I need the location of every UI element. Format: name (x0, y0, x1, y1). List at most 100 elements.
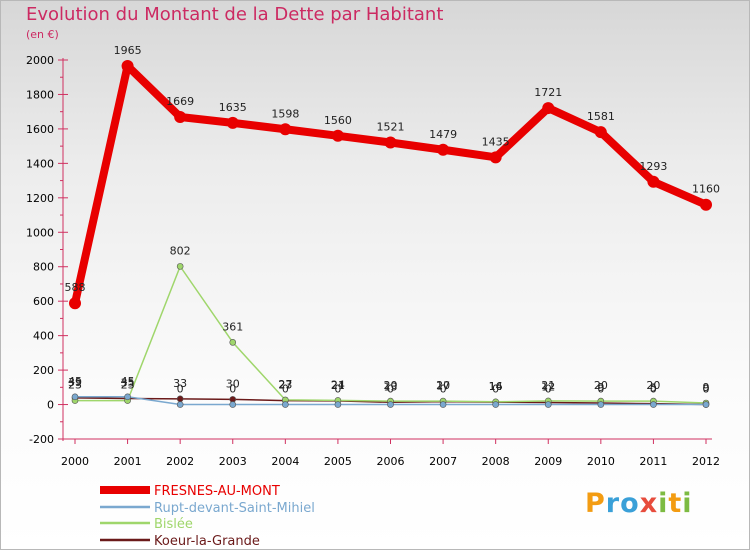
data-point (176, 263, 184, 270)
data-label: 35 (121, 377, 135, 390)
chart-subtitle: (en €) (26, 28, 59, 41)
x-tick-label: 2007 (429, 455, 457, 468)
x-tick-label: 2009 (534, 455, 562, 468)
data-label: 0 (177, 383, 184, 396)
data-label: 17 (436, 380, 450, 393)
data-label: 1160 (692, 183, 720, 196)
data-label: 0 (282, 383, 289, 396)
data-label: 14 (489, 380, 503, 393)
data-label: 21 (541, 379, 555, 392)
data-label: 802 (170, 244, 191, 257)
data-label: 0 (387, 383, 394, 396)
x-tick-label: 2010 (587, 455, 615, 468)
data-point (226, 116, 239, 129)
data-label: 33 (173, 377, 187, 390)
legend-label: Koeur-la-Grande (154, 534, 260, 549)
data-point (492, 401, 499, 408)
data-point (597, 401, 605, 408)
x-tick-label: 2004 (271, 455, 299, 468)
data-label: 1560 (324, 114, 352, 127)
data-point (176, 401, 184, 408)
data-label: 0 (492, 383, 499, 396)
data-label: 24 (331, 378, 345, 391)
data-label: 588 (65, 281, 86, 294)
data-label: 39 (68, 376, 82, 389)
data-label: 1669 (166, 95, 194, 108)
data-point (544, 401, 552, 408)
legend-label: FRESNES-AU-MONT (154, 484, 280, 499)
logo-letter: i (658, 488, 669, 519)
data-label: 20 (384, 379, 398, 392)
data-point (334, 401, 342, 408)
data-point (176, 395, 184, 403)
data-point (384, 136, 397, 149)
data-point (331, 129, 344, 142)
data-label: 45 (121, 375, 135, 388)
data-label: 1721 (534, 86, 562, 99)
data-label: 0 (703, 383, 710, 396)
data-point (229, 339, 237, 346)
y-tick-label: 0 (47, 399, 54, 412)
logo-letter: x (639, 488, 659, 519)
y-tick-label: 600 (33, 295, 54, 308)
y-tick-label: 800 (33, 261, 54, 274)
x-tick-label: 2005 (324, 455, 352, 468)
data-label: 1965 (114, 44, 142, 57)
data-point (489, 151, 502, 164)
logo-letter: o (620, 488, 640, 519)
x-tick-label: 2006 (377, 455, 405, 468)
data-label: 9 (597, 381, 604, 394)
x-tick-label: 2000 (61, 455, 89, 468)
y-tick-label: -200 (29, 433, 54, 446)
data-point (229, 401, 237, 408)
data-point (121, 60, 134, 73)
data-label: 0 (334, 383, 341, 396)
data-label: 0 (597, 383, 604, 396)
data-label: 1293 (639, 160, 667, 173)
legend-label: Rupt-devant-Saint-Mihiel (154, 501, 315, 516)
data-label: 1581 (587, 110, 615, 123)
x-tick-label: 2003 (219, 455, 247, 468)
data-label: 20 (646, 379, 660, 392)
y-tick-label: 1600 (26, 123, 54, 136)
data-label: 1521 (377, 121, 405, 134)
data-point (71, 393, 79, 401)
x-tick-label: 2012 (692, 455, 720, 468)
data-label: 9 (703, 381, 710, 394)
logo-letter: r (605, 488, 621, 519)
chart-title: Evolution du Montant de la Dette par Hab… (26, 4, 444, 25)
data-label: 30 (226, 377, 240, 390)
data-label: 1435 (482, 135, 510, 148)
logo-letter: P (585, 488, 606, 519)
data-label: 23 (121, 379, 135, 392)
data-label: 5 (650, 382, 657, 395)
y-tick-label: 1000 (26, 226, 54, 239)
data-label: 0 (229, 383, 236, 396)
data-label: 361 (222, 320, 243, 333)
data-point (594, 126, 607, 139)
data-label: 45 (68, 375, 82, 388)
data-label: 27 (278, 378, 292, 391)
data-label: 1479 (429, 128, 457, 141)
y-tick-label: 400 (33, 330, 54, 343)
data-label: 1635 (219, 101, 247, 114)
data-point (124, 393, 131, 401)
data-label: 23 (68, 379, 82, 392)
data-label: 23 (278, 379, 292, 392)
y-tick-label: 1200 (26, 192, 54, 205)
legend-label: Bislée (154, 517, 193, 532)
proxiti-logo: Proxiti (585, 488, 693, 519)
data-point (69, 297, 81, 310)
data-label: 0 (703, 383, 710, 396)
x-tick-label: 2011 (639, 455, 667, 468)
logo-letter: i (682, 488, 693, 519)
x-tick-label: 2008 (482, 455, 510, 468)
data-label: 0 (440, 383, 447, 396)
data-label: 1598 (271, 107, 299, 120)
x-tick-label: 2001 (114, 455, 142, 468)
data-point (700, 198, 712, 211)
data-point (647, 175, 660, 188)
data-point (174, 111, 187, 124)
y-tick-label: 1800 (26, 88, 54, 101)
